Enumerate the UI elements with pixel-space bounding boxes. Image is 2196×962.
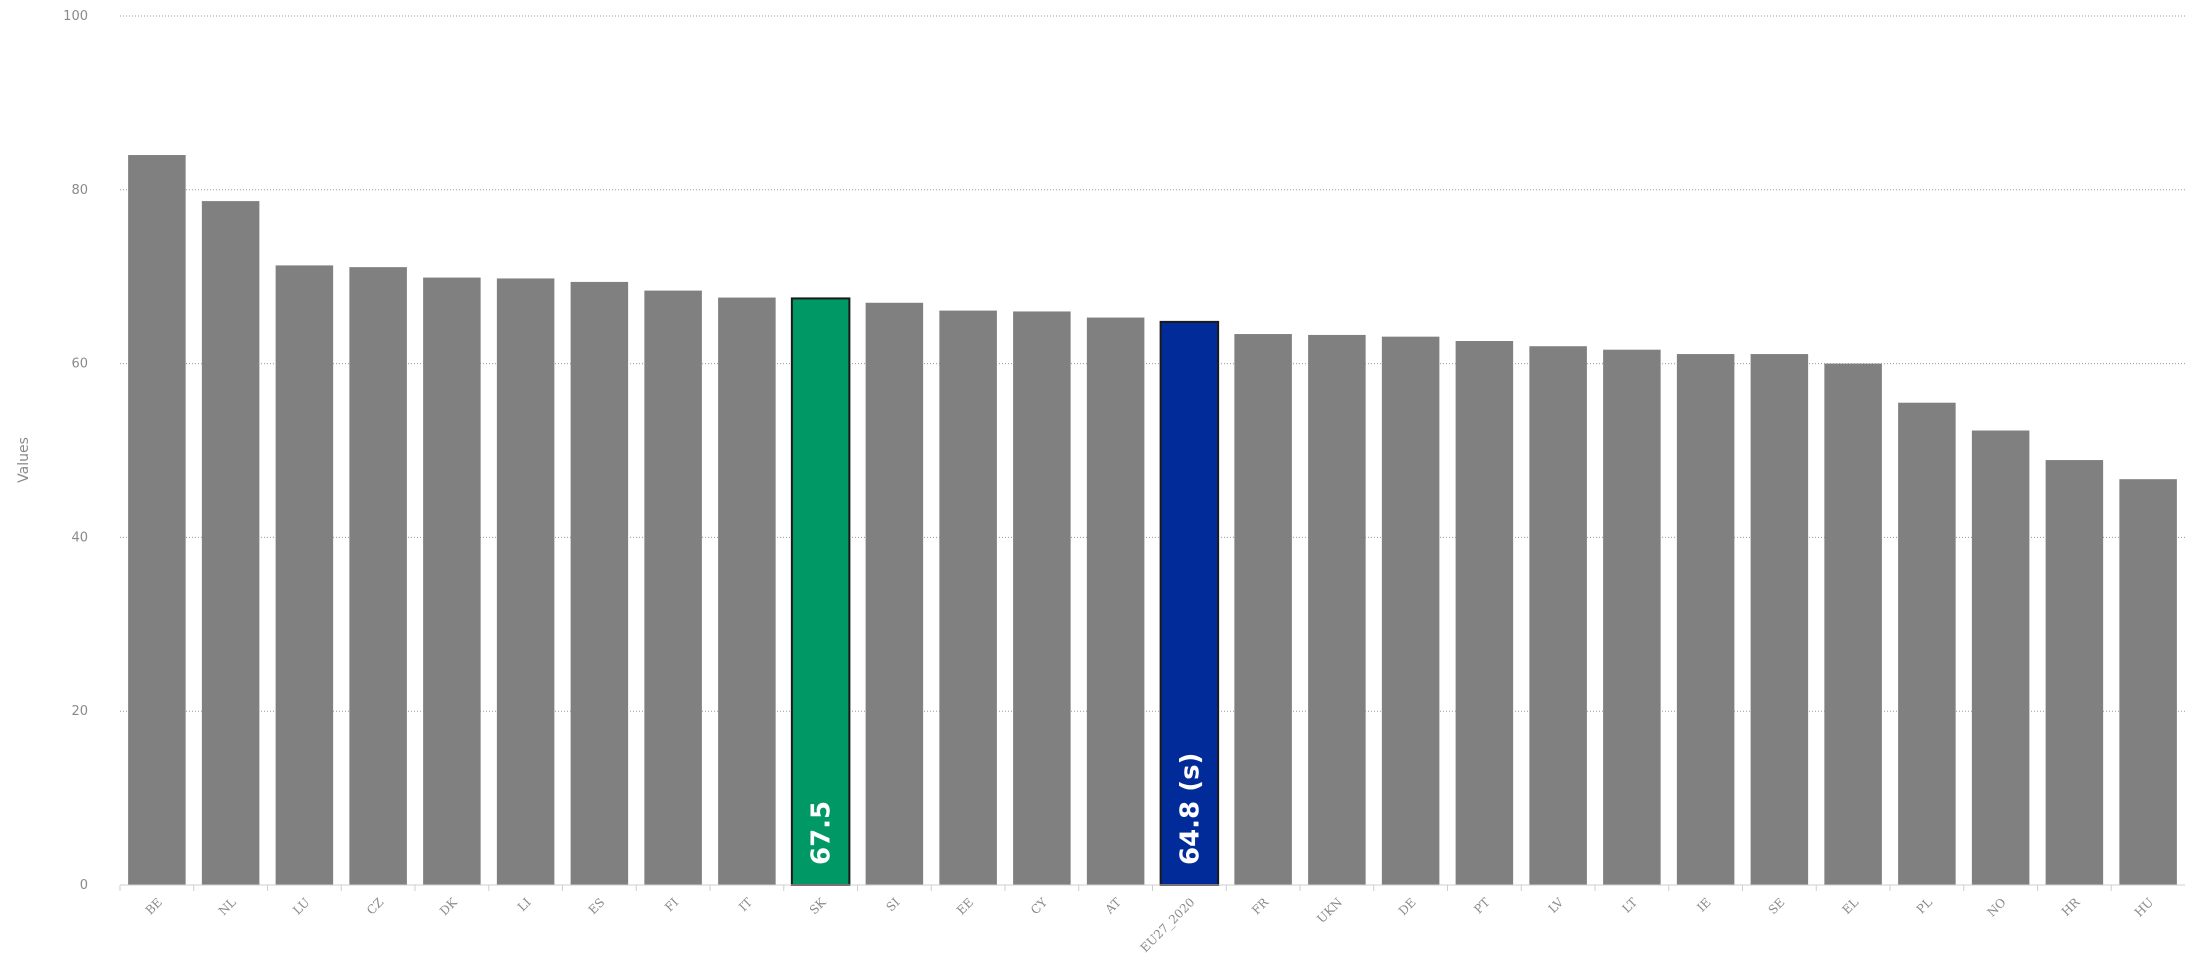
x-tick-label: CY <box>1028 894 1051 917</box>
x-tick-label: LI <box>515 895 534 914</box>
bar-es[interactable] <box>570 281 629 885</box>
bar-cz[interactable] <box>349 267 407 885</box>
bar-hu[interactable] <box>2119 479 2177 885</box>
x-tick-label: AT <box>1102 895 1124 917</box>
bar-lu[interactable] <box>275 265 334 885</box>
x-tick-label: SI <box>883 895 902 914</box>
bar-li[interactable] <box>496 278 555 885</box>
x-tick-label: LU <box>290 895 312 917</box>
x-tick-label: DK <box>437 894 461 918</box>
y-tick-label: 100 <box>63 9 88 24</box>
y-tick-label: 40 <box>71 530 88 545</box>
bar-it[interactable] <box>718 297 776 885</box>
bars: 67.5 64.8 (s) <box>128 155 2177 886</box>
bar-no[interactable] <box>1971 430 2030 885</box>
x-tick-label: NO <box>1984 895 2008 919</box>
bar-value-label: 67.5 <box>807 801 837 865</box>
bar-de[interactable] <box>1381 336 1440 885</box>
x-tick-label: EU27_2020 <box>1138 895 1198 955</box>
bar-fr[interactable] <box>1234 334 1292 886</box>
bar-se[interactable] <box>1750 354 1809 885</box>
bar-at[interactable] <box>1086 317 1145 886</box>
bar-lt[interactable] <box>1603 349 1661 885</box>
x-tick-label: ES <box>586 895 608 917</box>
gridlines <box>120 15 2185 712</box>
bar-ukn[interactable] <box>1308 334 1366 886</box>
x-tick-label: SK <box>807 894 830 917</box>
bar-si[interactable] <box>865 302 924 885</box>
x-tick-label: IE <box>1694 895 1713 914</box>
x-tick-label: HU <box>2132 895 2156 919</box>
x-tick-label: HR <box>2059 895 2083 919</box>
bar-ee[interactable] <box>939 310 997 885</box>
bar-pt[interactable] <box>1455 341 1514 886</box>
x-tick-label: FI <box>662 895 681 914</box>
x-tick-label: NL <box>216 895 239 918</box>
bar-nl[interactable] <box>201 201 260 886</box>
bar-ie[interactable] <box>1676 354 1735 885</box>
y-tick-label: 60 <box>71 357 88 372</box>
bar-eu27_2020[interactable] <box>1159 320 1220 886</box>
y-axis: 0 20 40 60 80 100 <box>63 9 88 893</box>
x-tick-label: PL <box>1914 895 1935 916</box>
y-tick-label: 0 <box>80 878 88 893</box>
bar-be[interactable] <box>128 155 186 886</box>
x-tick-label: FR <box>1249 895 1272 918</box>
bar-value-label: 64.8 (s) <box>1175 753 1205 865</box>
bar-sk[interactable] <box>790 297 851 886</box>
x-tick-label: CZ <box>364 895 386 917</box>
y-axis-title: Values <box>16 437 32 483</box>
bar-pl[interactable] <box>1898 402 1956 885</box>
x-tick-label: EL <box>1840 895 1862 917</box>
x-tick-label: LT <box>1619 895 1640 916</box>
x-tick-label: PT <box>1471 895 1492 916</box>
x-tick-label: SE <box>1766 895 1788 917</box>
y-tick-label: 80 <box>71 183 88 198</box>
bar-lv[interactable] <box>1529 346 1587 886</box>
x-tick-label: IT <box>736 895 755 914</box>
bar-hr[interactable] <box>2045 460 2104 885</box>
x-axis: BE NL LU CZ DK LI ES FI IT SK SI EE CY AT EU27_2020 FR U… <box>119 884 2185 955</box>
x-tick-label: EE <box>954 895 976 917</box>
x-tick-label: LV <box>1546 895 1567 916</box>
bar-fi[interactable] <box>644 290 702 885</box>
bar-cy[interactable] <box>1013 311 1071 886</box>
y-tick-label: 20 <box>71 704 88 719</box>
x-tick-label: UKN <box>1314 895 1345 926</box>
bar-el[interactable] <box>1824 363 1882 886</box>
x-tick-label: DE <box>1396 895 1419 918</box>
x-tick-label: BE <box>143 895 165 917</box>
bar-dk[interactable] <box>423 277 481 886</box>
